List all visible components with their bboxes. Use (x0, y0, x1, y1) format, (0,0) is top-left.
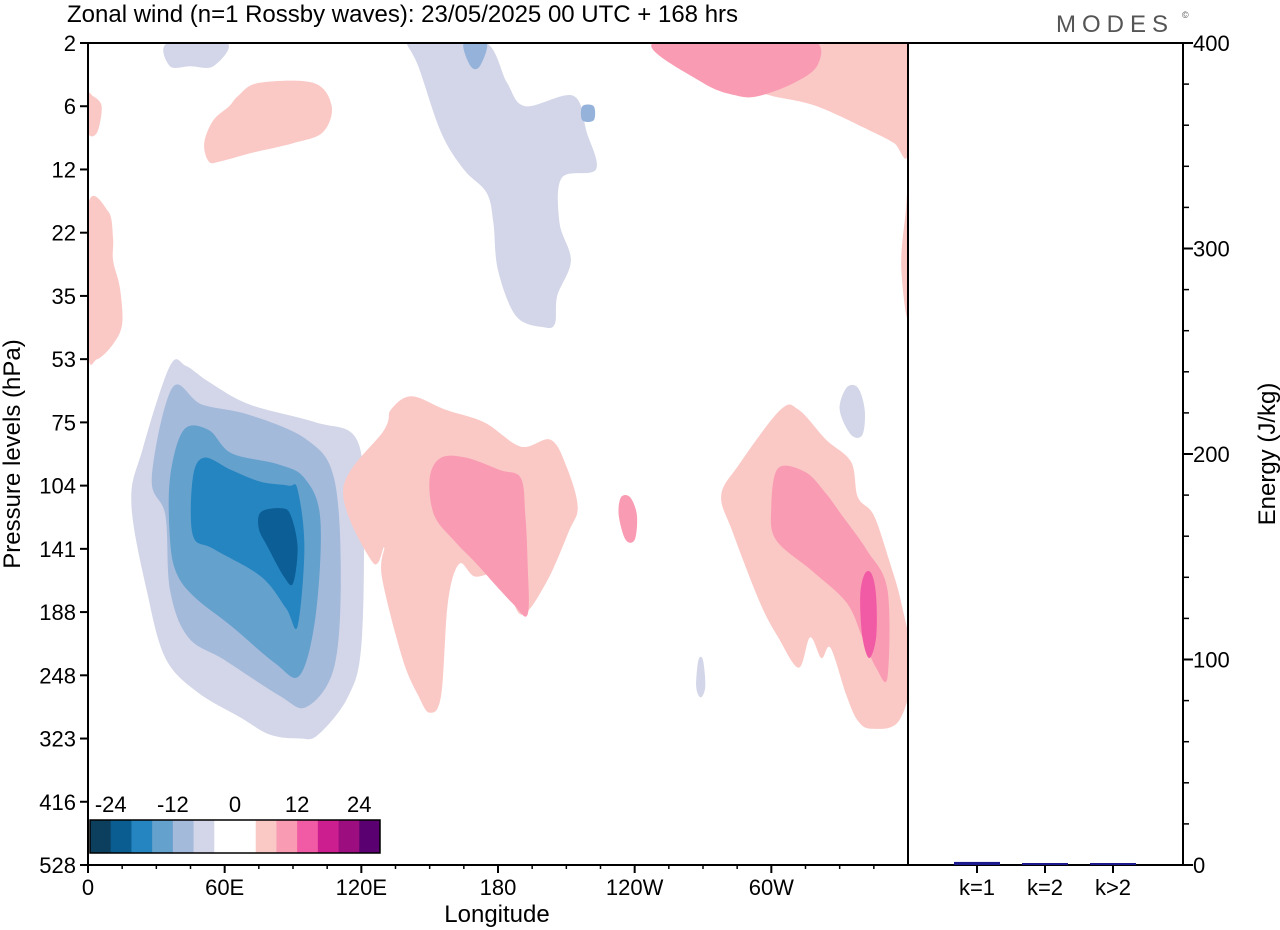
contour-neg1-1 (839, 384, 866, 438)
energy-category-label: k=1 (959, 875, 995, 900)
y-tick-label: 75 (52, 410, 76, 435)
colorbar-label: -12 (157, 792, 189, 817)
energy-category-label: k>2 (1095, 875, 1131, 900)
contour-neg1-2 (696, 656, 706, 698)
colorbar-swatch (297, 820, 319, 853)
x-tick-label: 120E (336, 875, 387, 900)
energy-tick-label: 300 (1193, 237, 1230, 262)
energy-bar-k=1 (954, 861, 1000, 865)
colorbar-swatch (255, 820, 277, 853)
y-tick-label: 104 (39, 474, 76, 499)
chart-title: Zonal wind (n=1 Rossby waves): 23/05/202… (67, 1, 738, 28)
colorbar-frame (89, 819, 381, 854)
y-tick-label: 141 (39, 537, 76, 562)
brand-mark: © (1182, 10, 1189, 20)
colorbar-swatch (276, 820, 298, 853)
y-tick-label: 416 (39, 790, 76, 815)
contour-pos2-1 (429, 455, 529, 617)
contour-neg1-3 (406, 43, 597, 329)
y-axis-label: Pressure levels (hPa) (0, 339, 26, 568)
y-tick-label: 528 (39, 853, 76, 878)
contour-pos3-0 (860, 571, 877, 659)
colorbar-swatch (317, 820, 340, 853)
colorbar-label: 12 (285, 792, 309, 817)
contour-neg5-0 (258, 508, 298, 586)
energy-axis-label: Energy (J/kg) (1254, 383, 1280, 526)
energy-panel: 0 100 200 300 400 k=1 k=2 k>2 (954, 31, 1230, 900)
colorbar-swatch (193, 820, 215, 853)
colorbar-swatch (131, 820, 153, 853)
contour-neg1-4 (163, 43, 229, 69)
contour-pos2-3 (770, 465, 890, 683)
energy-tick-label: 400 (1193, 31, 1230, 56)
y-tick-label: 22 (52, 221, 76, 246)
contour-pos2-2 (618, 495, 638, 543)
contour-pos1-5 (342, 396, 578, 713)
x-tick-label: 120W (606, 875, 664, 900)
y-tick-label: 53 (52, 347, 76, 372)
x-axis-label: Longitude (444, 901, 549, 928)
y-tick-label: 2 (64, 31, 76, 56)
colorbar-label: 0 (229, 792, 241, 817)
brand-logo: MODES (1056, 11, 1174, 38)
y-tick-label: 323 (39, 727, 76, 752)
x-tick-label: 0 (82, 875, 94, 900)
colorbar-swatch (235, 820, 257, 853)
colorbar-swatch (359, 820, 381, 853)
y-tick-label: 6 (64, 94, 76, 119)
energy-category-label: k=2 (1027, 875, 1063, 900)
energy-tick-label: 100 (1193, 648, 1230, 673)
y-tick-label: 35 (52, 284, 76, 309)
energy-tick-label: 0 (1193, 853, 1205, 878)
contour-pos1-2 (204, 80, 333, 164)
colorbar-swatch (152, 820, 174, 853)
contour-pos1-4 (901, 186, 908, 319)
energy-bar-k>2 (1090, 863, 1136, 865)
colorbar-swatch (90, 820, 112, 853)
contour-pos1-0 (88, 92, 102, 137)
energy-tick-label: 200 (1193, 442, 1230, 467)
x-tick-label: 60E (205, 875, 244, 900)
colorbar-label: 24 (347, 792, 371, 817)
contour-pos2-0 (651, 43, 822, 98)
colorbar: -24 -12 0 12 24 (89, 792, 381, 854)
x-tick-label: 60W (749, 875, 794, 900)
colorbar-swatch (214, 820, 236, 853)
colorbar-label: -24 (95, 792, 127, 817)
y-tick-label: 188 (39, 600, 76, 625)
contour-layer (88, 43, 908, 740)
y-tick-label: 248 (39, 663, 76, 688)
colorbar-swatch (338, 820, 360, 853)
y-tick-label: 12 (52, 157, 76, 182)
contour-neg4-0 (190, 457, 305, 630)
contour-negsmall-1 (580, 104, 596, 123)
colorbar-swatch (172, 820, 195, 853)
colorbar-swatch (110, 820, 132, 853)
contour-pos1-1 (88, 196, 123, 365)
contour-negsmall-0 (463, 43, 488, 70)
energy-bar-k=2 (1022, 863, 1068, 865)
x-tick-label: 180 (480, 875, 517, 900)
